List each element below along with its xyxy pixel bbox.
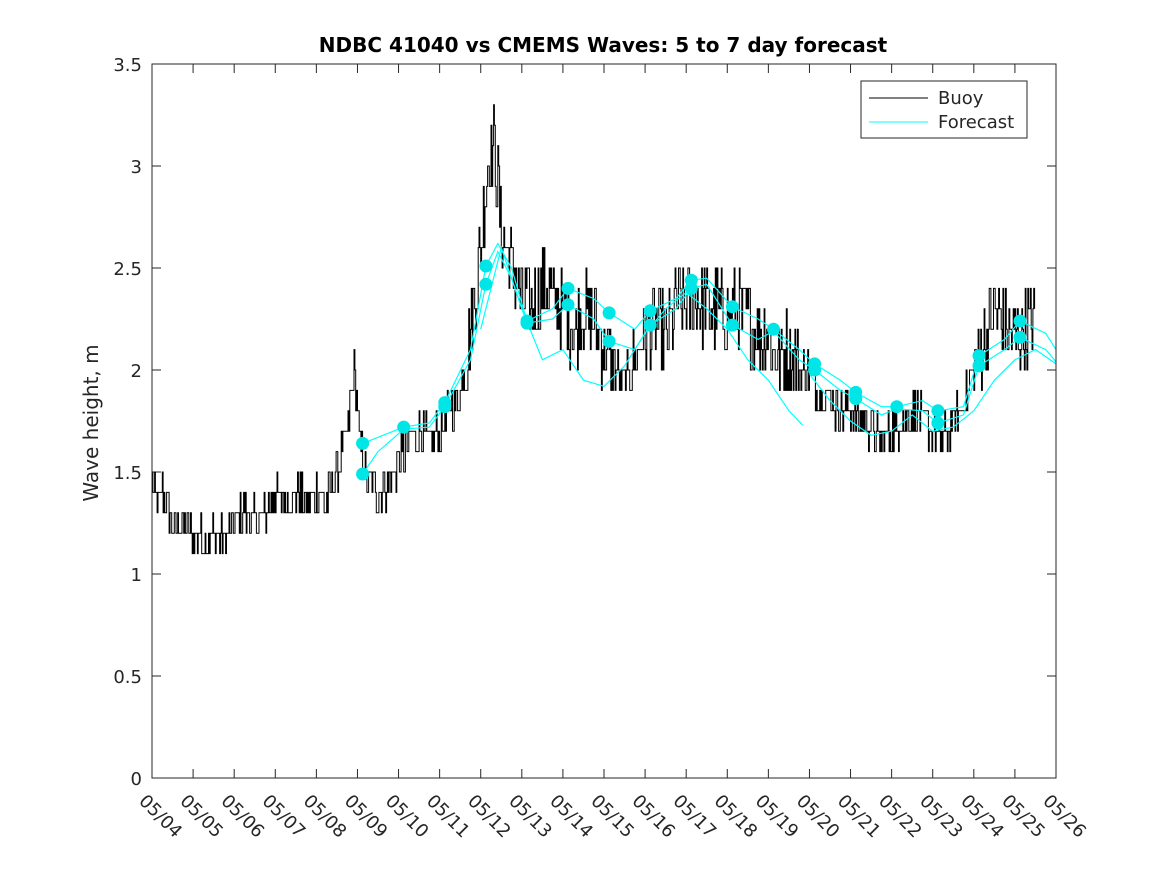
forecast-marker xyxy=(561,281,575,295)
forecast-marker xyxy=(972,349,986,363)
forecast-marker xyxy=(684,281,698,295)
y-tick-label: 2 xyxy=(131,361,142,382)
forecast-marker xyxy=(356,467,370,481)
x-tick-label: 05/15 xyxy=(586,791,638,843)
x-tick-label: 05/17 xyxy=(669,791,721,843)
buoy-line xyxy=(152,104,1036,555)
x-tick-label: 05/21 xyxy=(833,791,885,843)
x-tick-label: 05/06 xyxy=(217,791,269,843)
forecast-marker xyxy=(643,304,657,318)
x-tick-label: 05/25 xyxy=(997,791,1049,843)
forecast-marker xyxy=(1013,314,1027,328)
forecast-marker xyxy=(725,318,739,332)
y-tick-label: 3.5 xyxy=(113,55,142,76)
chart-title: NDBC 41040 vs CMEMS Waves: 5 to 7 day fo… xyxy=(319,33,888,57)
forecast-marker xyxy=(1013,330,1027,344)
legend-buoy-label: Buoy xyxy=(938,88,984,109)
y-tick-label: 2.5 xyxy=(113,259,142,280)
x-tick-label: 05/13 xyxy=(504,791,556,843)
x-tick-label: 05/08 xyxy=(299,791,351,843)
forecast-marker xyxy=(479,259,493,273)
y-axis-label: Wave height, m xyxy=(79,344,103,501)
y-axis-ticks: 0 0.5 1 1.5 2 2.5 3 3.5 xyxy=(113,55,1056,790)
x-tick-label: 05/26 xyxy=(1038,791,1090,843)
x-tick-label: 05/14 xyxy=(545,791,597,843)
legend: Buoy Forecast xyxy=(860,80,1028,139)
x-tick-label: 05/20 xyxy=(792,791,844,843)
forecast-marker xyxy=(602,334,616,348)
x-tick-label: 05/05 xyxy=(176,791,228,843)
forecast-line-2 xyxy=(480,245,804,426)
forecast-marker xyxy=(767,322,780,336)
x-tick-label: 05/23 xyxy=(915,791,967,843)
x-tick-label: 05/07 xyxy=(258,791,310,843)
x-tick-label: 05/22 xyxy=(874,791,926,843)
forecast-marker xyxy=(520,316,534,330)
forecast-marker xyxy=(931,416,945,430)
x-tick-label: 05/19 xyxy=(751,791,803,843)
forecast-marker xyxy=(890,400,904,414)
forecast-line-3 xyxy=(809,348,1057,436)
forecast-marker xyxy=(479,277,493,291)
forecast-marker xyxy=(438,400,452,414)
series-group xyxy=(152,104,1057,555)
y-tick-label: 0 xyxy=(131,769,142,790)
forecast-marker xyxy=(561,298,575,312)
x-tick-label: 05/16 xyxy=(628,791,680,843)
y-tick-label: 3 xyxy=(131,157,142,178)
y-tick-label: 1.5 xyxy=(113,463,142,484)
forecast-marker xyxy=(931,404,945,418)
x-tick-label: 05/11 xyxy=(422,791,474,843)
x-tick-label: 05/24 xyxy=(956,791,1008,843)
x-tick-label: 05/10 xyxy=(381,791,433,843)
forecast-marker xyxy=(808,363,822,377)
x-tick-label: 05/18 xyxy=(710,791,762,843)
forecast-marker xyxy=(643,318,657,332)
forecast-marker xyxy=(972,359,986,373)
plot-box xyxy=(151,63,1057,779)
legend-forecast-label: Forecast xyxy=(938,112,1014,133)
forecast-marker xyxy=(397,420,411,434)
forecast-marker xyxy=(602,306,616,320)
y-tick-label: 1 xyxy=(131,565,142,586)
forecast-marker xyxy=(356,436,370,450)
legend-box xyxy=(860,80,1028,139)
x-tick-label: 05/12 xyxy=(463,791,515,843)
x-tick-label: 05/04 xyxy=(134,791,186,843)
y-tick-label: 0.5 xyxy=(113,667,142,688)
x-tick-label: 05/09 xyxy=(340,791,392,843)
forecast-marker xyxy=(725,300,739,314)
forecast-marker xyxy=(849,392,863,406)
